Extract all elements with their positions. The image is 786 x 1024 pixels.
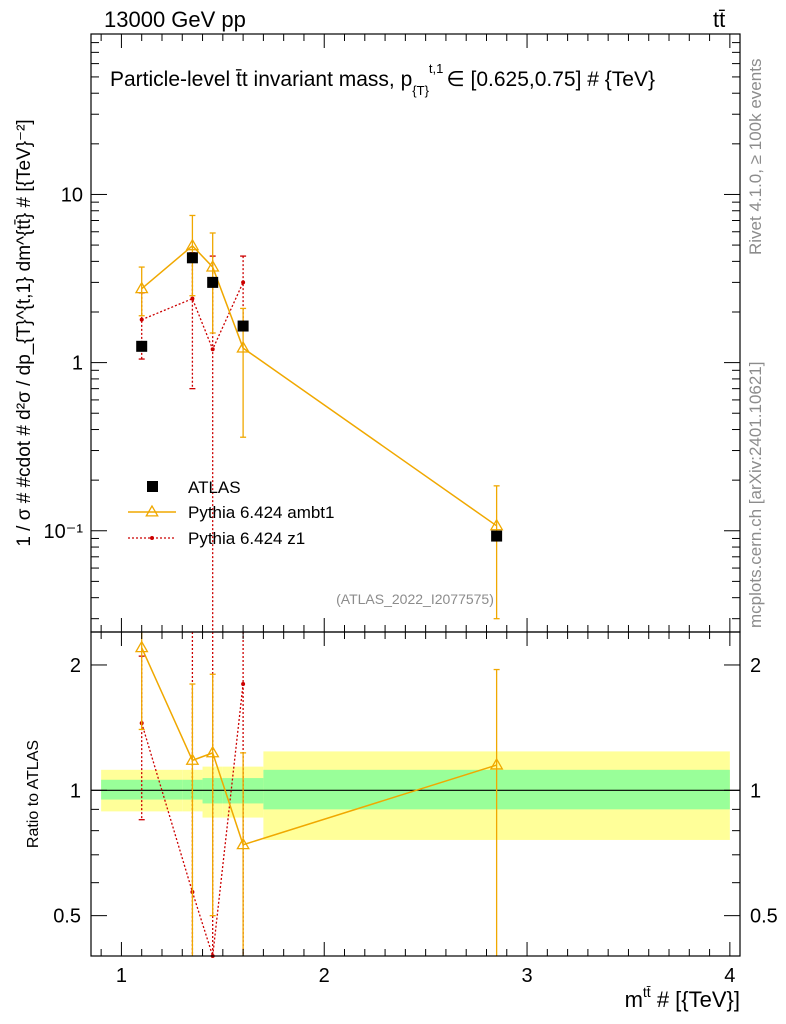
x-tick-label: 1 [116,965,127,987]
legend-entry-label: ATLAS [188,478,241,497]
ratio-y-tick-label-right: 0.5 [750,906,778,928]
ratio-panel: 1 2 3 4 0.5 0.5 1 1 2 2 Ratio to ATLAS [25,631,778,987]
x-tick-label: 4 [724,965,735,987]
ratio-y-axis-label: Ratio to ATLAS [25,740,42,848]
ambt1-point [134,281,149,294]
atlas-point [237,320,249,332]
main-panel: 10⁻¹ 1 10 Particle-level t̄t invariant mas… [14,33,741,633]
z1-point [210,347,215,352]
y-tick-label: 10⁻¹ [44,521,84,543]
ambt1-ratio-point [489,757,504,770]
ambt1-ratio-point [236,837,250,850]
legend-ambt1-marker [145,504,159,517]
ambt1-point [205,259,220,272]
z1-point [190,296,195,301]
legend: ATLAS Pythia 6.424 ambt1 Pythia 6.424 z1 [128,478,334,548]
atlas-point [136,340,148,352]
ambt1-ratio-point [134,640,149,653]
y-tick-label: 1 [72,353,83,375]
legend-entry-label: Pythia 6.424 ambt1 [188,503,334,522]
x-tick-label: 3 [521,965,532,987]
z1-ratio-line [141,683,244,957]
rivet-label: Rivet 4.1.0, ≥ 100k events [746,59,765,255]
x-tick-label: 2 [319,965,330,987]
ratio-y-tick-label: 0.5 [53,906,81,928]
ambt1-ratio-point [205,745,220,758]
ambt1-point [236,340,250,353]
header-energy: 13000 GeV pp [104,7,246,32]
legend-z1-marker [150,536,154,540]
z1-ratio-point [241,682,246,687]
header-process: tt̄ [713,7,725,32]
atlas-point [207,276,219,288]
y-axis-label: 1 / σ # #cdot # d²σ / dp_{T}^{t,1} dm^{t… [14,119,35,546]
atlas-point [186,252,198,264]
atlas-point [491,530,503,542]
ratio-y-tick-label: 1 [70,780,81,802]
ratio-y-tick-label-right: 2 [750,655,761,677]
ambt1-ratio-point [185,753,200,765]
x-axis-label: mtt̄ # [{TeV}] [625,984,740,1012]
y-tick-label: 10 [61,184,83,206]
ratio-y-tick-label-right: 1 [750,780,761,802]
legend-atlas-marker [147,481,158,492]
plot-title: Particle-level t̄t invariant mass, p{T}t… [110,61,655,98]
ambt1-point [489,518,504,531]
ratio-y-tick-label: 2 [70,655,81,677]
ambt1-point [185,238,200,251]
legend-entry-label: Pythia 6.424 z1 [188,529,305,548]
z1-point [241,280,246,285]
ratio-frame [90,631,741,957]
mcplots-label: mcplots.cern.ch [arXiv:2401.10621] [746,362,765,628]
analysis-id: (ATLAS_2022_I2077575) [336,591,494,607]
z1-point [139,317,144,322]
